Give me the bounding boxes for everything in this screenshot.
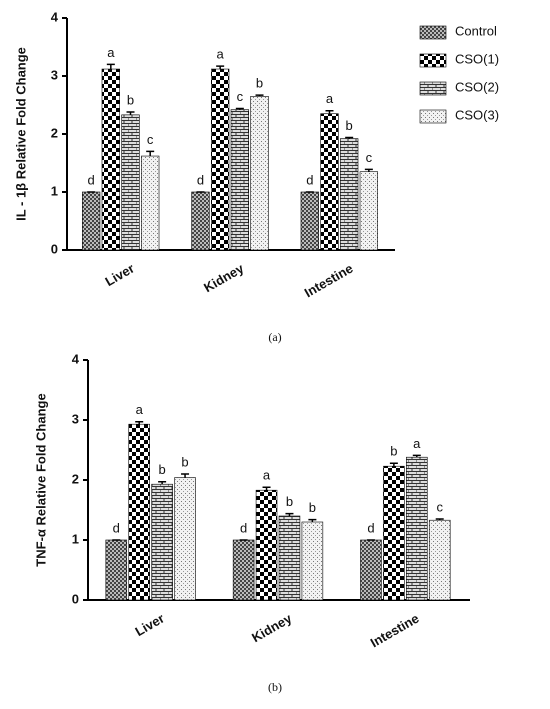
significance-letter: b <box>390 444 397 459</box>
x-tick-label: Intestine <box>368 611 422 651</box>
significance-letter: b <box>159 462 166 477</box>
bar <box>383 465 405 601</box>
bar <box>121 114 140 251</box>
bar <box>128 423 150 601</box>
bar <box>101 68 120 251</box>
significance-letter: b <box>346 118 353 133</box>
significance-letter: a <box>107 45 115 60</box>
y-tick-label: 4 <box>72 351 80 366</box>
y-tick-label: 0 <box>51 241 58 256</box>
error-bar <box>325 110 334 114</box>
significance-letter: b <box>256 76 263 91</box>
bar <box>278 515 301 601</box>
bar <box>141 155 160 251</box>
caption: (a) <box>268 330 281 344</box>
significance-letter: b <box>127 92 134 107</box>
bar <box>301 521 324 601</box>
significance-letter: b <box>181 454 188 469</box>
legend-label: Control <box>455 23 497 38</box>
bar <box>174 477 196 601</box>
significance-letter: c <box>366 150 373 165</box>
bar <box>151 483 173 601</box>
caption: (b) <box>268 680 282 694</box>
error-bar <box>135 421 144 425</box>
bar <box>360 539 382 601</box>
legend-swatch <box>419 109 447 124</box>
bar <box>320 113 339 251</box>
bar <box>232 539 255 601</box>
bar <box>82 191 101 251</box>
error-bar <box>235 107 244 110</box>
significance-letter: b <box>286 494 293 509</box>
chart-panel: 0 1 2 3 4 TNF-α Relative Fold Change (b) Liver d… <box>33 351 470 694</box>
y-tick-label: 3 <box>51 67 58 82</box>
error-bar <box>364 168 373 172</box>
significance-letter: c <box>436 499 443 514</box>
significance-letter: d <box>197 172 204 187</box>
error-bar <box>255 94 264 97</box>
bar <box>191 191 210 251</box>
bar <box>300 191 319 251</box>
significance-letter: d <box>306 172 313 187</box>
error-bar <box>435 518 444 521</box>
x-tick-label: Intestine <box>302 261 356 301</box>
y-tick-label: 1 <box>51 183 58 198</box>
y-tick-label: 2 <box>51 125 58 140</box>
y-tick-label: 3 <box>72 411 79 426</box>
error-bar <box>216 65 225 70</box>
error-bar <box>126 111 135 115</box>
error-bar <box>412 454 421 458</box>
error-bar <box>285 512 294 516</box>
bar <box>255 489 278 601</box>
legend-swatch <box>419 25 447 40</box>
error-bar <box>106 63 115 70</box>
bar <box>250 96 269 251</box>
y-axis-title: TNF-α Relative Fold Change <box>33 393 48 566</box>
significance-letter: c <box>237 89 244 104</box>
y-axis-title: IL - 1β Relative Fold Change <box>13 47 28 221</box>
bar <box>230 109 249 251</box>
y-tick-label: 2 <box>72 471 79 486</box>
legend-swatch <box>419 53 447 68</box>
error-bar <box>308 518 317 522</box>
significance-letter: a <box>136 402 144 417</box>
error-bar <box>181 473 190 478</box>
significance-letter: a <box>413 436 421 451</box>
x-tick-label: Liver <box>102 261 136 290</box>
x-tick-label: Kidney <box>201 260 247 295</box>
bar <box>340 138 359 251</box>
significance-letter: d <box>240 520 247 535</box>
error-bar <box>262 486 271 491</box>
legend-label: CSO(1) <box>455 51 499 66</box>
x-tick-label: Kidney <box>249 610 295 645</box>
significance-letter: d <box>367 520 374 535</box>
significance-letter: a <box>326 91 334 106</box>
significance-letter: a <box>263 468 271 483</box>
legend-label: CSO(2) <box>455 79 499 94</box>
y-tick-label: 4 <box>51 9 59 24</box>
legend-swatch <box>419 81 447 96</box>
x-tick-label: Liver <box>132 611 166 640</box>
error-bar <box>146 150 155 157</box>
error-bar <box>158 481 167 485</box>
error-bar <box>345 136 354 139</box>
bar <box>406 456 428 601</box>
significance-letter: d <box>88 172 95 187</box>
bar <box>105 539 128 601</box>
bar <box>359 171 378 251</box>
y-tick-label: 0 <box>72 591 79 606</box>
significance-letter: d <box>113 520 120 535</box>
significance-letter: a <box>217 47 225 62</box>
error-bar <box>389 462 398 467</box>
significance-letter: b <box>309 500 316 515</box>
chart-panel: 0 1 2 3 4 IL - 1β Relative Fold Change (a) Live… <box>13 9 499 343</box>
legend-label: CSO(3) <box>455 107 499 122</box>
bar <box>211 68 230 251</box>
significance-letter: c <box>147 132 154 147</box>
y-tick-label: 1 <box>72 531 79 546</box>
bar <box>428 519 451 601</box>
